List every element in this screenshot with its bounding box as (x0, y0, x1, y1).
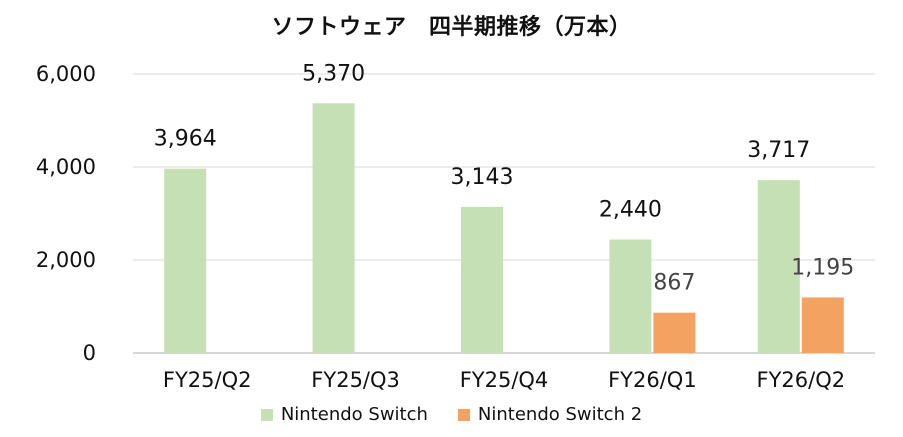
data-label-switch-2: 3,143 (451, 165, 514, 190)
x-tick-label-3: FY26/Q1 (608, 368, 697, 392)
legend-swatch-switch (260, 408, 273, 421)
bar-switch-1 (312, 103, 355, 353)
x-tick-label-0: FY25/Q2 (163, 368, 252, 392)
legend-item-switch: Nintendo Switch (260, 404, 428, 425)
bar-switch-3 (609, 239, 652, 353)
y-tick-label-3: 6,000 (36, 62, 96, 86)
bar-switch-2 (461, 206, 503, 353)
data-label-switch2-4: 1,195 (791, 255, 854, 280)
data-label-switch-3: 2,440 (599, 198, 662, 223)
legend-item-switch2: Nintendo Switch 2 (457, 404, 643, 425)
bar-switch-0 (164, 168, 207, 353)
legend-label-switch: Nintendo Switch (280, 404, 428, 425)
bar-switch2-3 (653, 312, 696, 353)
chart-legend: Nintendo Switch Nintendo Switch 2 (0, 404, 903, 425)
data-label-switch2-3: 867 (653, 271, 695, 296)
legend-swatch-switch2 (457, 408, 470, 421)
data-label-switch-4: 3,717 (747, 138, 810, 163)
y-tick-label-2: 4,000 (36, 155, 96, 179)
x-tick-label-4: FY26/Q2 (757, 368, 846, 392)
y-tick-label-1: 2,000 (36, 248, 96, 272)
bar-switch2-4 (801, 297, 844, 353)
legend-label-switch2: Nintendo Switch 2 (477, 404, 643, 425)
bar-switch-4 (757, 180, 800, 353)
chart-title: ソフトウェア 四半期推移（万本） (271, 15, 632, 40)
x-tick-label-1: FY25/Q3 (311, 368, 400, 392)
y-tick-label-0: 0 (83, 341, 96, 365)
data-label-switch-1: 5,370 (302, 61, 365, 86)
x-tick-label-2: FY25/Q4 (460, 368, 549, 392)
data-label-switch-0: 3,964 (154, 127, 217, 152)
